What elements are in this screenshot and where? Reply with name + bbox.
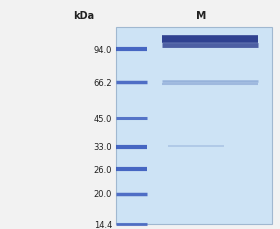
Text: 26.0: 26.0 xyxy=(94,165,112,174)
Text: kDa: kDa xyxy=(73,11,95,21)
Text: M: M xyxy=(196,11,207,21)
Bar xyxy=(116,27,272,224)
Text: 66.2: 66.2 xyxy=(93,78,112,87)
Text: 94.0: 94.0 xyxy=(94,46,112,55)
Text: 14.4: 14.4 xyxy=(94,220,112,229)
Text: 20.0: 20.0 xyxy=(94,189,112,198)
Text: 45.0: 45.0 xyxy=(94,114,112,123)
Text: 33.0: 33.0 xyxy=(93,143,112,152)
